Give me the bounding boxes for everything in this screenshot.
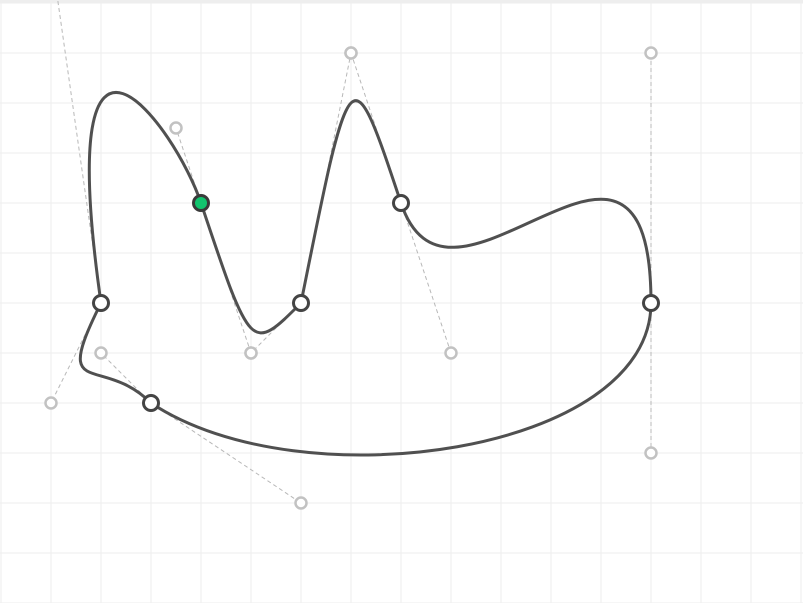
control-handle-in-4[interactable] [344,46,358,60]
handle-line-out-1 [57,0,102,304]
control-handle-out-6[interactable] [94,346,108,360]
handle-line-out-4 [400,202,452,354]
handle-line-in-2 [175,127,202,204]
selected-anchor-point[interactable] [192,194,210,212]
control-handle-in-3[interactable] [244,346,258,360]
anchor-points[interactable] [92,194,660,412]
bezier-curve[interactable] [78,90,653,457]
control-handle-in-5[interactable] [644,46,658,60]
handle-line-in-6 [150,402,302,504]
handle-line-in-1 [50,302,102,404]
anchor-point-5[interactable] [642,294,660,312]
anchor-point-6[interactable] [142,394,160,412]
anchor-point-1[interactable] [92,294,110,312]
handle-points[interactable] [44,0,658,510]
control-handle-out-5[interactable] [644,446,658,460]
control-handle-in-2[interactable] [169,121,183,135]
handle-line-out-6 [100,352,152,404]
anchor-point-3[interactable] [292,294,310,312]
control-handle-in-1[interactable] [44,396,58,410]
control-handle-in-6[interactable] [294,496,308,510]
anchor-point-4[interactable] [392,194,410,212]
control-handle-out-4[interactable] [444,346,458,360]
